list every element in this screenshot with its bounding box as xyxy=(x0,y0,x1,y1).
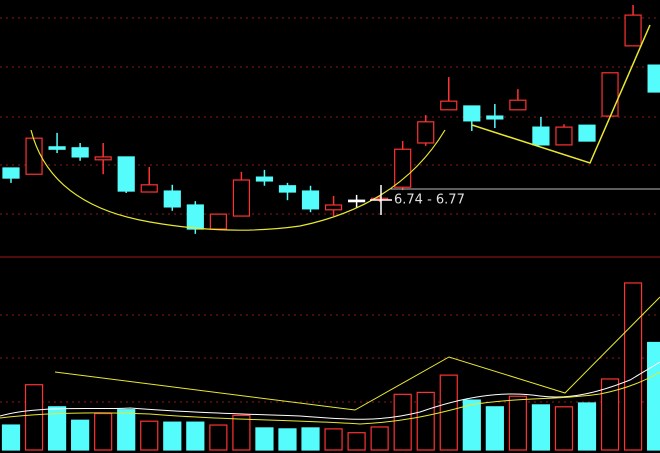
marks xyxy=(1,5,660,451)
volume-bar xyxy=(186,421,205,451)
candle-body xyxy=(209,213,227,230)
volume-bar xyxy=(439,374,458,451)
grid xyxy=(0,17,660,403)
volume-bar xyxy=(163,421,182,451)
candle-body xyxy=(232,179,250,217)
volume-bar xyxy=(47,406,67,451)
drawings xyxy=(0,24,660,425)
candle-body xyxy=(486,115,504,120)
candle-body xyxy=(624,14,642,47)
volume-bar xyxy=(647,341,660,451)
candle-body xyxy=(2,167,20,179)
volume-bar xyxy=(255,427,274,451)
volume-bar xyxy=(370,426,389,451)
candle-body xyxy=(48,146,66,150)
candle-body xyxy=(601,72,619,117)
volume-ma-short xyxy=(0,361,660,420)
volume-ma-long xyxy=(54,296,660,411)
volume-bar xyxy=(623,282,643,451)
candle-body xyxy=(348,199,366,203)
volume-bar xyxy=(531,404,551,451)
candle-body xyxy=(301,190,320,210)
volume-bar xyxy=(94,412,113,451)
crosshair-label: 6.74 - 6.77 xyxy=(394,193,465,208)
trend-arc xyxy=(30,129,446,231)
volume-ma-mid xyxy=(0,371,660,425)
volume-bar xyxy=(393,393,412,451)
candle-body xyxy=(555,126,573,146)
volume-bar xyxy=(600,378,620,451)
candle-body xyxy=(278,185,297,193)
candle-body xyxy=(163,190,181,208)
candle-body xyxy=(324,204,343,211)
volume-bar xyxy=(347,432,366,451)
candle-body xyxy=(509,99,527,111)
volume-bar xyxy=(117,409,136,451)
volume-bar xyxy=(209,424,228,451)
candle-body xyxy=(25,137,43,175)
candle-body xyxy=(394,148,412,188)
volume-bar xyxy=(416,391,435,451)
volume-bar xyxy=(71,419,90,451)
volume-bar xyxy=(1,424,21,451)
volume-bar xyxy=(508,395,527,451)
volume-bar xyxy=(462,399,481,451)
volume-bar xyxy=(278,428,297,451)
candle-body xyxy=(647,64,660,93)
candle-body xyxy=(440,100,458,111)
candle-body xyxy=(94,156,112,161)
trend-line xyxy=(471,24,651,164)
candle-body xyxy=(463,105,481,122)
crosshair: 6.74 - 6.77 xyxy=(370,185,660,215)
volume-bar xyxy=(324,428,343,451)
candle-body xyxy=(140,184,158,193)
volume-bar xyxy=(554,406,574,451)
volume-bar xyxy=(485,406,504,451)
candle-body xyxy=(117,156,135,192)
volume-bar xyxy=(577,402,597,451)
volume-bar xyxy=(301,427,320,451)
candle-body xyxy=(417,121,435,144)
candle-body xyxy=(255,176,274,182)
volume-bar xyxy=(232,414,251,451)
candle-body xyxy=(71,147,89,158)
volume-bar xyxy=(24,384,44,451)
candle-body xyxy=(532,126,550,146)
candle-body xyxy=(578,124,596,142)
candle-body xyxy=(186,204,204,230)
volume-bar xyxy=(140,420,159,451)
